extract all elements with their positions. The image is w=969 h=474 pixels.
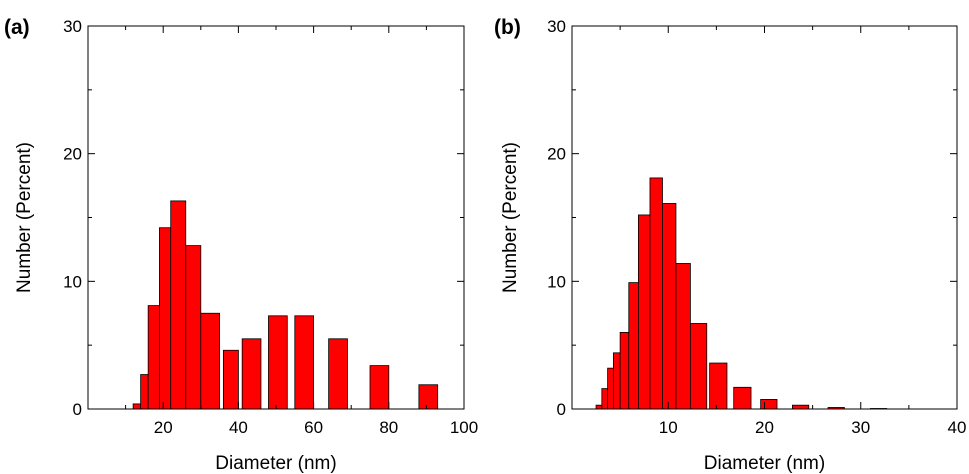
panel-b-label: (b): [494, 16, 521, 39]
panel-b-bar-10: [689, 323, 708, 410]
panel-a-bar-10: [294, 315, 314, 410]
panel-a-bar-3: [159, 227, 172, 410]
panel-a-bar-2: [147, 305, 160, 410]
panel-b-bar-6: [638, 214, 651, 410]
panel-a-bar-6: [200, 312, 221, 410]
panel-b-bar-7: [649, 177, 663, 410]
panel-b-bar-2: [607, 367, 614, 410]
panel-b-ytick-label: 30: [547, 17, 566, 36]
panel-a-xtick-label: 20: [154, 418, 173, 437]
panel-b-ytick-label: 10: [547, 272, 566, 291]
panel-a-bar-8: [241, 338, 262, 410]
panel-b-x-axis-label: Diameter (nm): [704, 453, 825, 474]
panel-a-ytick-label: 0: [73, 400, 82, 419]
panel-a-x-axis-label: Diameter (nm): [215, 453, 336, 474]
panel-b-bar-8: [662, 203, 677, 410]
panel-b-bar-13: [760, 399, 778, 410]
panel-b-bar-11: [709, 362, 728, 410]
panel-a-bar-12: [369, 365, 390, 410]
panel-b-bar-12: [733, 386, 752, 410]
panel-b-xtick-label: 10: [659, 418, 678, 437]
panel-a-xtick-label: 60: [304, 418, 323, 437]
panel-b-bar-14: [792, 404, 810, 410]
panel-a-ytick-label: 10: [63, 272, 82, 291]
panel-a-bar-0: [132, 403, 142, 410]
panel-b-ytick-label: 0: [557, 400, 566, 419]
panel-b-bar-1: [601, 388, 609, 410]
panel-a-bar-1: [140, 374, 149, 410]
panel-b-bar-9: [675, 263, 691, 410]
panel-b-y-axis-label: Number (Percent): [500, 142, 521, 293]
panel-a-y-axis-label: Number (Percent): [14, 142, 35, 293]
panel-a-bar-7: [222, 349, 239, 410]
panel-b-bar-4: [619, 331, 630, 410]
panel-a-xtick-label: 40: [229, 418, 248, 437]
panel-a-histogram: 0 10 20 30 20 40 60 80 100 Diameter (nm) Number (P…: [4, 16, 478, 474]
panel-a-bar-11: [328, 338, 348, 410]
panel-a-bar-5: [185, 245, 202, 410]
panel-b-bar-0: [595, 404, 603, 410]
panel-a-xtick-label: 80: [379, 418, 398, 437]
panel-a-bar-4: [170, 200, 187, 410]
panel-b-histogram: 0 10 20 30 10 20 30 40 Diameter (nm) Number (Perc…: [494, 16, 966, 474]
panel-a-ytick-label: 30: [63, 17, 82, 36]
panel-b-xtick-label: 20: [755, 418, 774, 437]
panel-b-xtick-label: 40: [948, 418, 967, 437]
panel-a-bar-13: [418, 384, 439, 410]
panel-a-xtick-label: 100: [450, 418, 478, 437]
panel-b-ytick-label: 20: [547, 145, 566, 164]
panel-a-label: (a): [4, 16, 30, 39]
panel-b-bar-5: [628, 282, 639, 410]
panel-b-bar-3: [612, 352, 621, 410]
panel-a-bar-9: [268, 315, 288, 410]
panel-a-ytick-label: 20: [63, 145, 82, 164]
panel-b-xtick-label: 30: [851, 418, 870, 437]
